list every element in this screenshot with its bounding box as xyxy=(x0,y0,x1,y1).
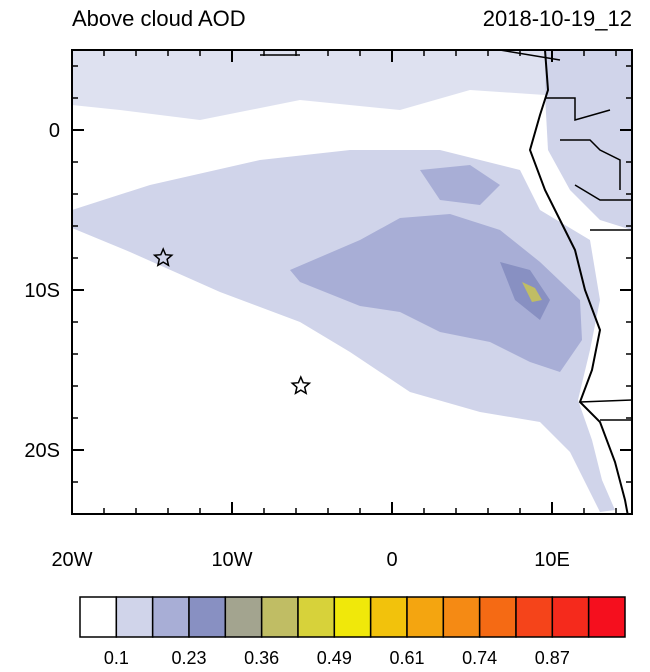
colorbar-box xyxy=(297,596,336,638)
colorbar-box xyxy=(515,596,554,638)
aod-dark xyxy=(500,262,550,320)
map-time: 2018-10-19_12 xyxy=(483,6,632,31)
colorbar-label: 0.49 xyxy=(317,648,352,667)
y-tick-label: 0 xyxy=(49,120,60,142)
x-tick-label: 0 xyxy=(386,549,397,571)
x-tick-label: 20W xyxy=(51,549,92,571)
map-title: Above cloud AOD xyxy=(72,6,246,31)
site-marker xyxy=(290,375,312,395)
colorbar-box xyxy=(79,596,118,638)
site-marker xyxy=(152,247,174,267)
borders xyxy=(260,50,632,421)
aod-medium xyxy=(290,214,582,372)
colorbar-box xyxy=(333,596,372,638)
colorbar-box xyxy=(369,596,408,638)
x-tick-label: 10E xyxy=(534,549,570,571)
colorbar-box xyxy=(442,596,481,638)
colorbar-box xyxy=(151,596,190,638)
y-tick-label: 10S xyxy=(24,280,60,302)
coastline xyxy=(528,50,629,514)
colorbar-label: 0.61 xyxy=(389,648,424,667)
map-frame xyxy=(71,49,633,515)
colorbar-box xyxy=(551,596,590,638)
colorbar-box xyxy=(587,596,626,638)
colorbar-label: 0.1 xyxy=(104,648,129,667)
colorbar-label: 0.36 xyxy=(244,648,279,667)
colorbar-box xyxy=(188,596,227,638)
colorbar-label: 0.23 xyxy=(171,648,206,667)
colorbar-label: 0.74 xyxy=(462,648,497,667)
aod-light-top xyxy=(72,50,545,120)
aod-medium-north xyxy=(420,165,500,205)
colorbar-box xyxy=(478,596,517,638)
aod-field xyxy=(72,50,632,514)
x-tick-label: 10W xyxy=(211,549,252,571)
colorbar-box xyxy=(406,596,445,638)
aod-yellow xyxy=(522,282,542,302)
y-tick-label: 20S xyxy=(24,440,60,462)
colorbar-label: 0.87 xyxy=(535,648,570,667)
colorbar-box xyxy=(224,596,263,638)
colorbar-box xyxy=(115,596,154,638)
colorbar-box xyxy=(260,596,299,638)
